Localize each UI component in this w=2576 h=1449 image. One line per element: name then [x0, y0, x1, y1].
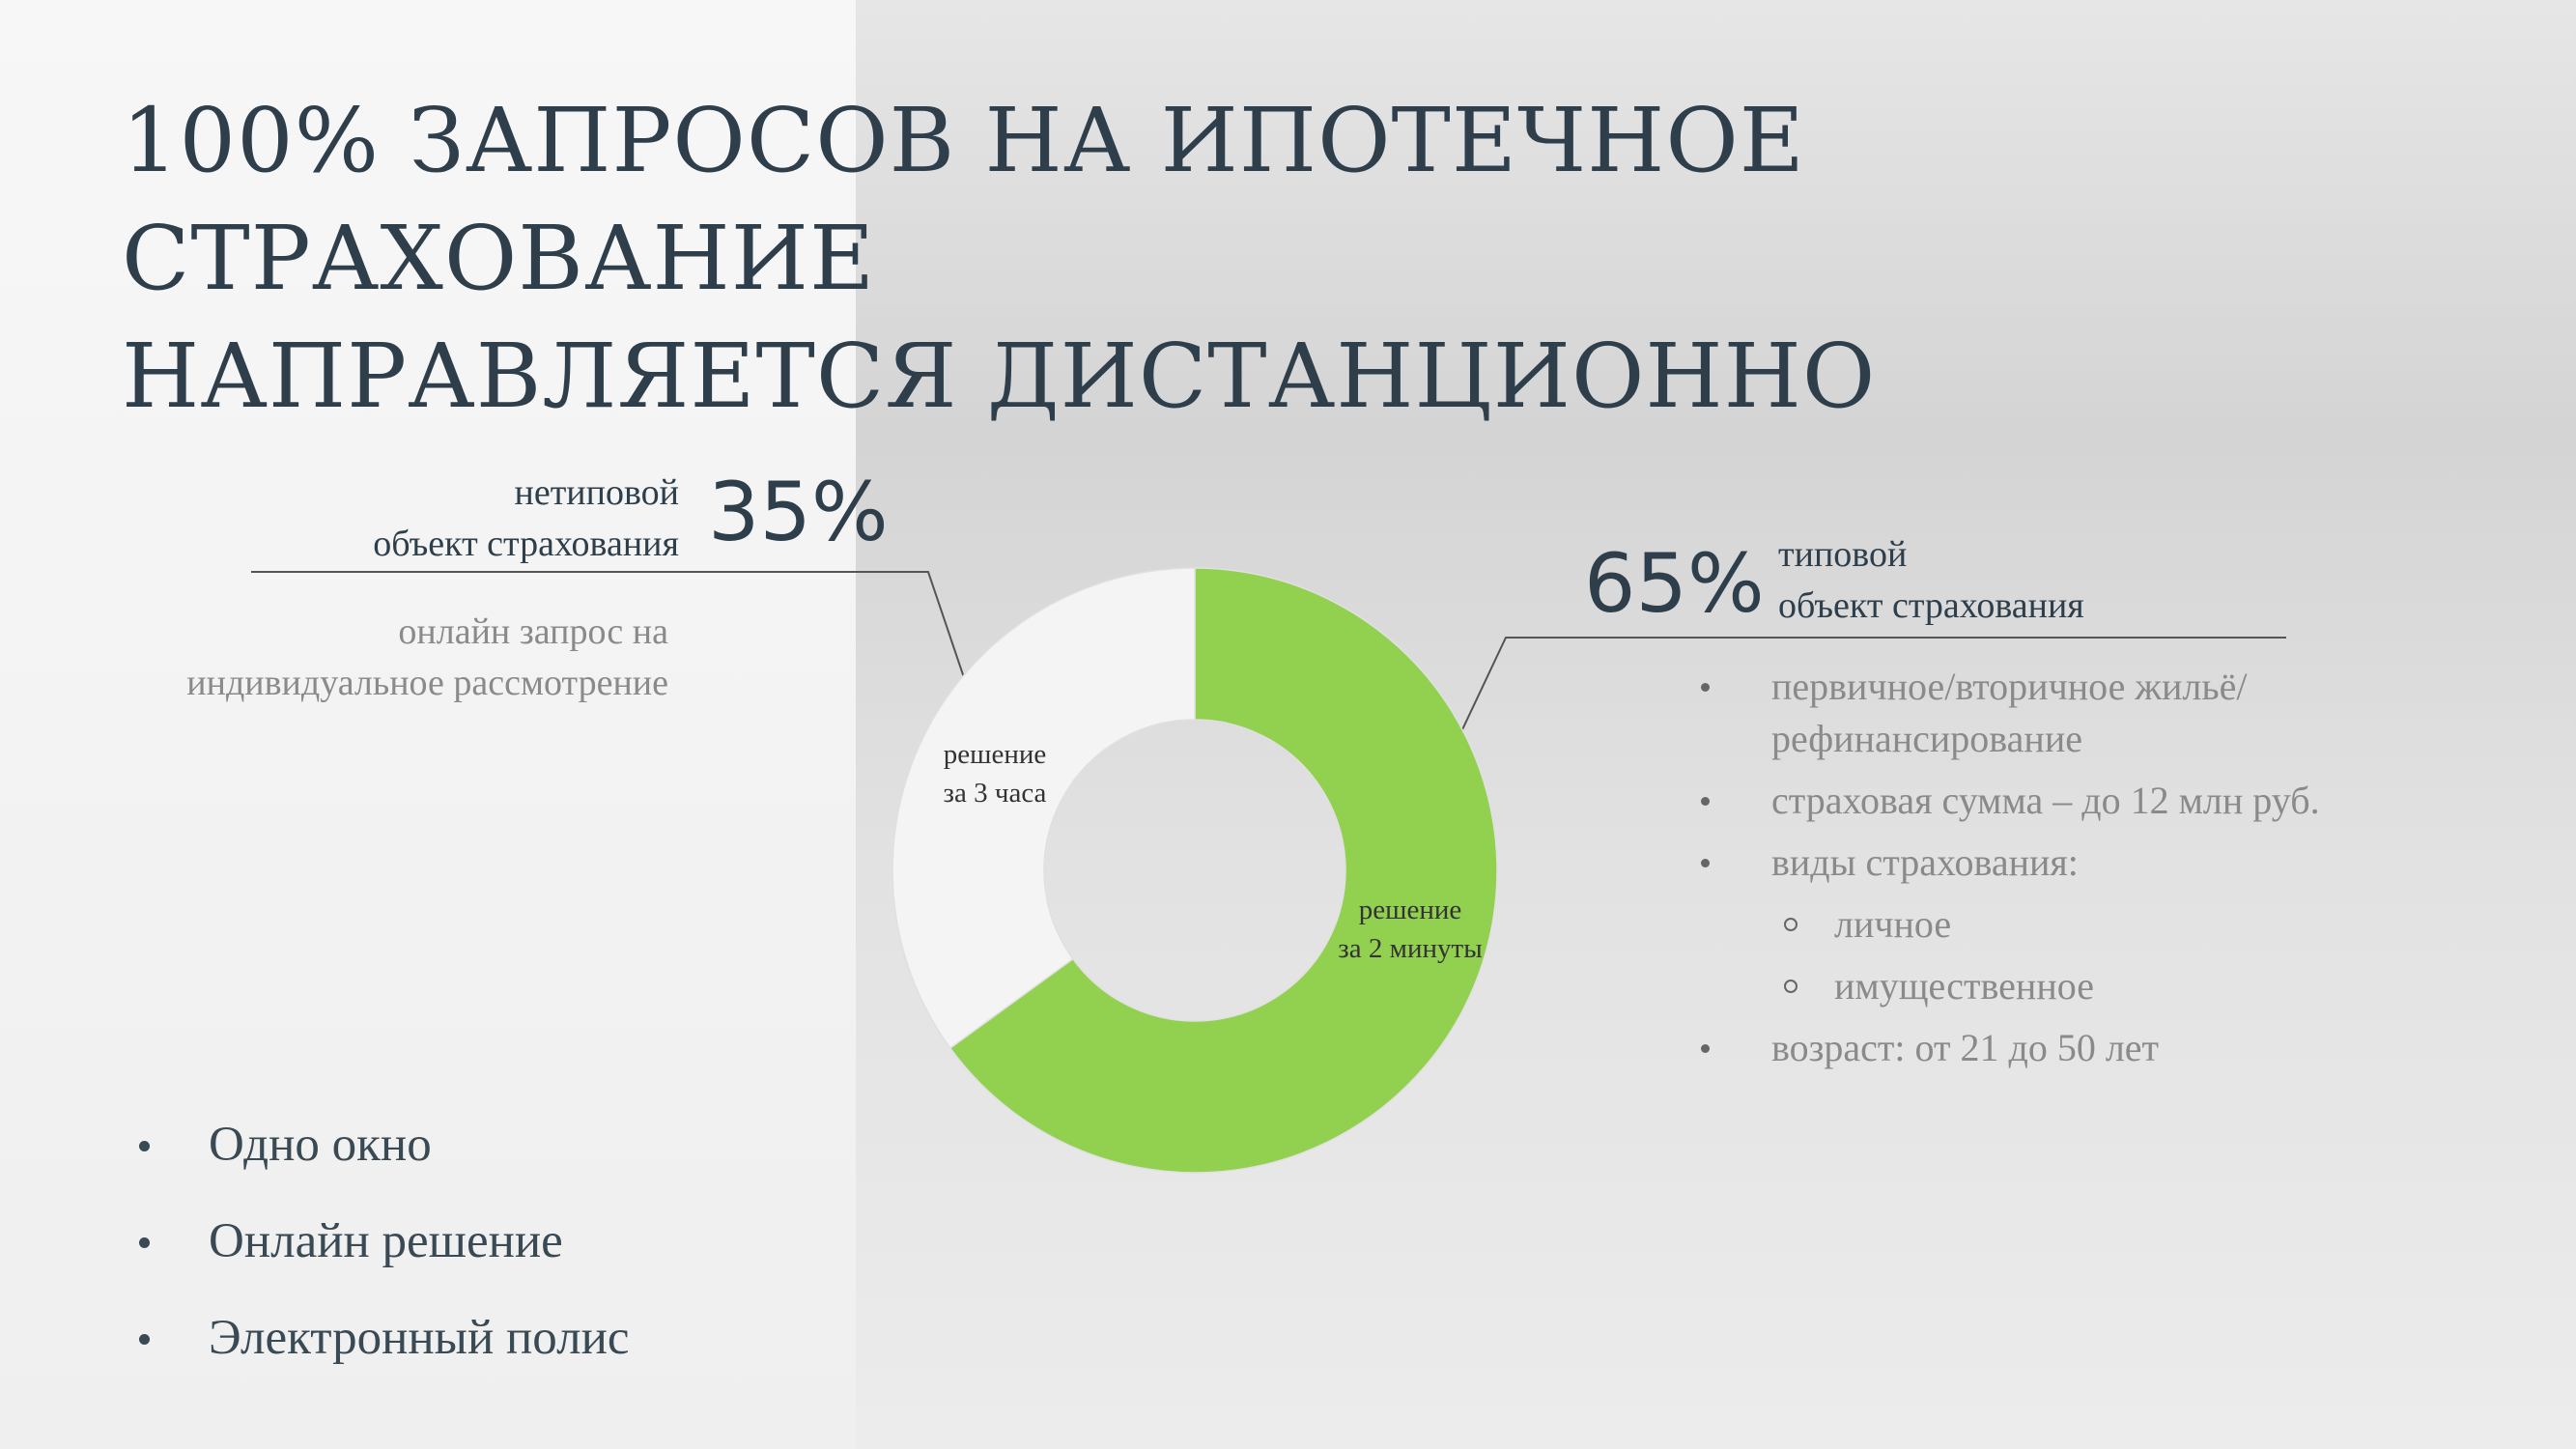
sub-item: имущественное: [1784, 960, 2320, 1012]
detail-item: возраст: от 21 до 50 лет: [1701, 1022, 2320, 1074]
value-label: 65%: [1584, 536, 1765, 631]
detail-item: страховая сумма – до 12 млн руб.: [1701, 775, 2320, 827]
bullet-list: Одно окно Онлайн решение Электронный полис: [139, 1116, 630, 1406]
bullet-dot: [139, 1141, 150, 1151]
bullet-dot: [1701, 1044, 1710, 1053]
donut-slice: [948, 567, 1498, 1174]
details-list: первичное/вторичное жильё/ рефинансирова…: [1701, 661, 2320, 1084]
bullet-dot: [1701, 859, 1710, 867]
bullet-dot: [1701, 797, 1710, 806]
sub-item: личное: [1784, 898, 2320, 951]
bullet-text: Одно окно: [209, 1118, 432, 1172]
bullet-item: Электронный полис: [139, 1309, 630, 1367]
category-label: типовой объект страхования: [1778, 534, 2084, 626]
slice-annotation: решение за 2 минуты: [1338, 895, 1483, 964]
bullet-dot: [1701, 683, 1710, 692]
leader-line: [251, 571, 975, 707]
detail-item: виды страхования: личное имущественное: [1701, 837, 2320, 1012]
bullet-ring: [1784, 980, 1798, 993]
bullet-ring: [1784, 918, 1798, 931]
detail-item: первичное/вторичное жильё/ рефинансирова…: [1701, 661, 2320, 765]
value-label: 35%: [708, 465, 889, 559]
bullet-dot: [139, 1237, 150, 1248]
sub-list: личное имущественное: [1771, 898, 2320, 1012]
donut-slice: [892, 567, 1196, 1050]
bullet-item: Одно окно: [139, 1116, 630, 1174]
detail-text: виды страхования:: [1771, 840, 2079, 884]
detail-text: первичное/вторичное жильё/ рефинансирова…: [1771, 665, 2248, 760]
slide-title: 100% ЗАПРОСОВ НА ИПОТЕЧНОЕ СТРАХОВАНИЕ Н…: [122, 89, 1877, 428]
bullet-dot: [139, 1334, 150, 1345]
background-panel: [0, 0, 856, 1449]
sub-text: имущественное: [1834, 964, 2094, 1008]
bullet-text: Электронный полис: [209, 1311, 630, 1365]
detail-text: возраст: от 21 до 50 лет: [1771, 1026, 2160, 1069]
detail-text: страховая сумма – до 12 млн руб.: [1771, 779, 2320, 822]
slice-annotation: решение за 3 часа: [943, 739, 1047, 809]
note: онлайн запрос на индивидуальное рассмотр…: [186, 611, 668, 703]
category-label: нетиповой объект страхования: [373, 472, 679, 564]
bullet-item: Онлайн решение: [139, 1212, 630, 1270]
bullet-text: Онлайн решение: [209, 1214, 563, 1268]
sub-text: личное: [1834, 902, 1952, 946]
